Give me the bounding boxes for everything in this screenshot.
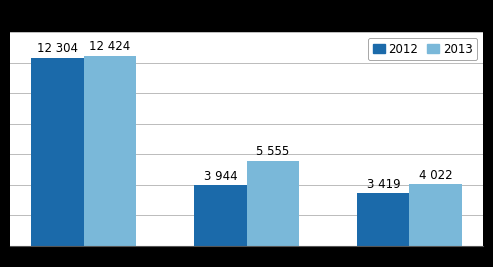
- Bar: [83, 56, 136, 246]
- Text: 5 555: 5 555: [256, 145, 289, 158]
- Text: 12 304: 12 304: [37, 42, 78, 55]
- Legend: 2012, 2013: 2012, 2013: [368, 38, 477, 60]
- Bar: [246, 161, 299, 246]
- Bar: [357, 194, 410, 246]
- Text: 3 419: 3 419: [367, 178, 400, 191]
- Text: 3 944: 3 944: [204, 170, 237, 183]
- Bar: [32, 58, 83, 246]
- Bar: [194, 186, 246, 246]
- Bar: [410, 184, 461, 246]
- Text: 12 424: 12 424: [89, 40, 130, 53]
- Text: 4 022: 4 022: [419, 168, 453, 182]
